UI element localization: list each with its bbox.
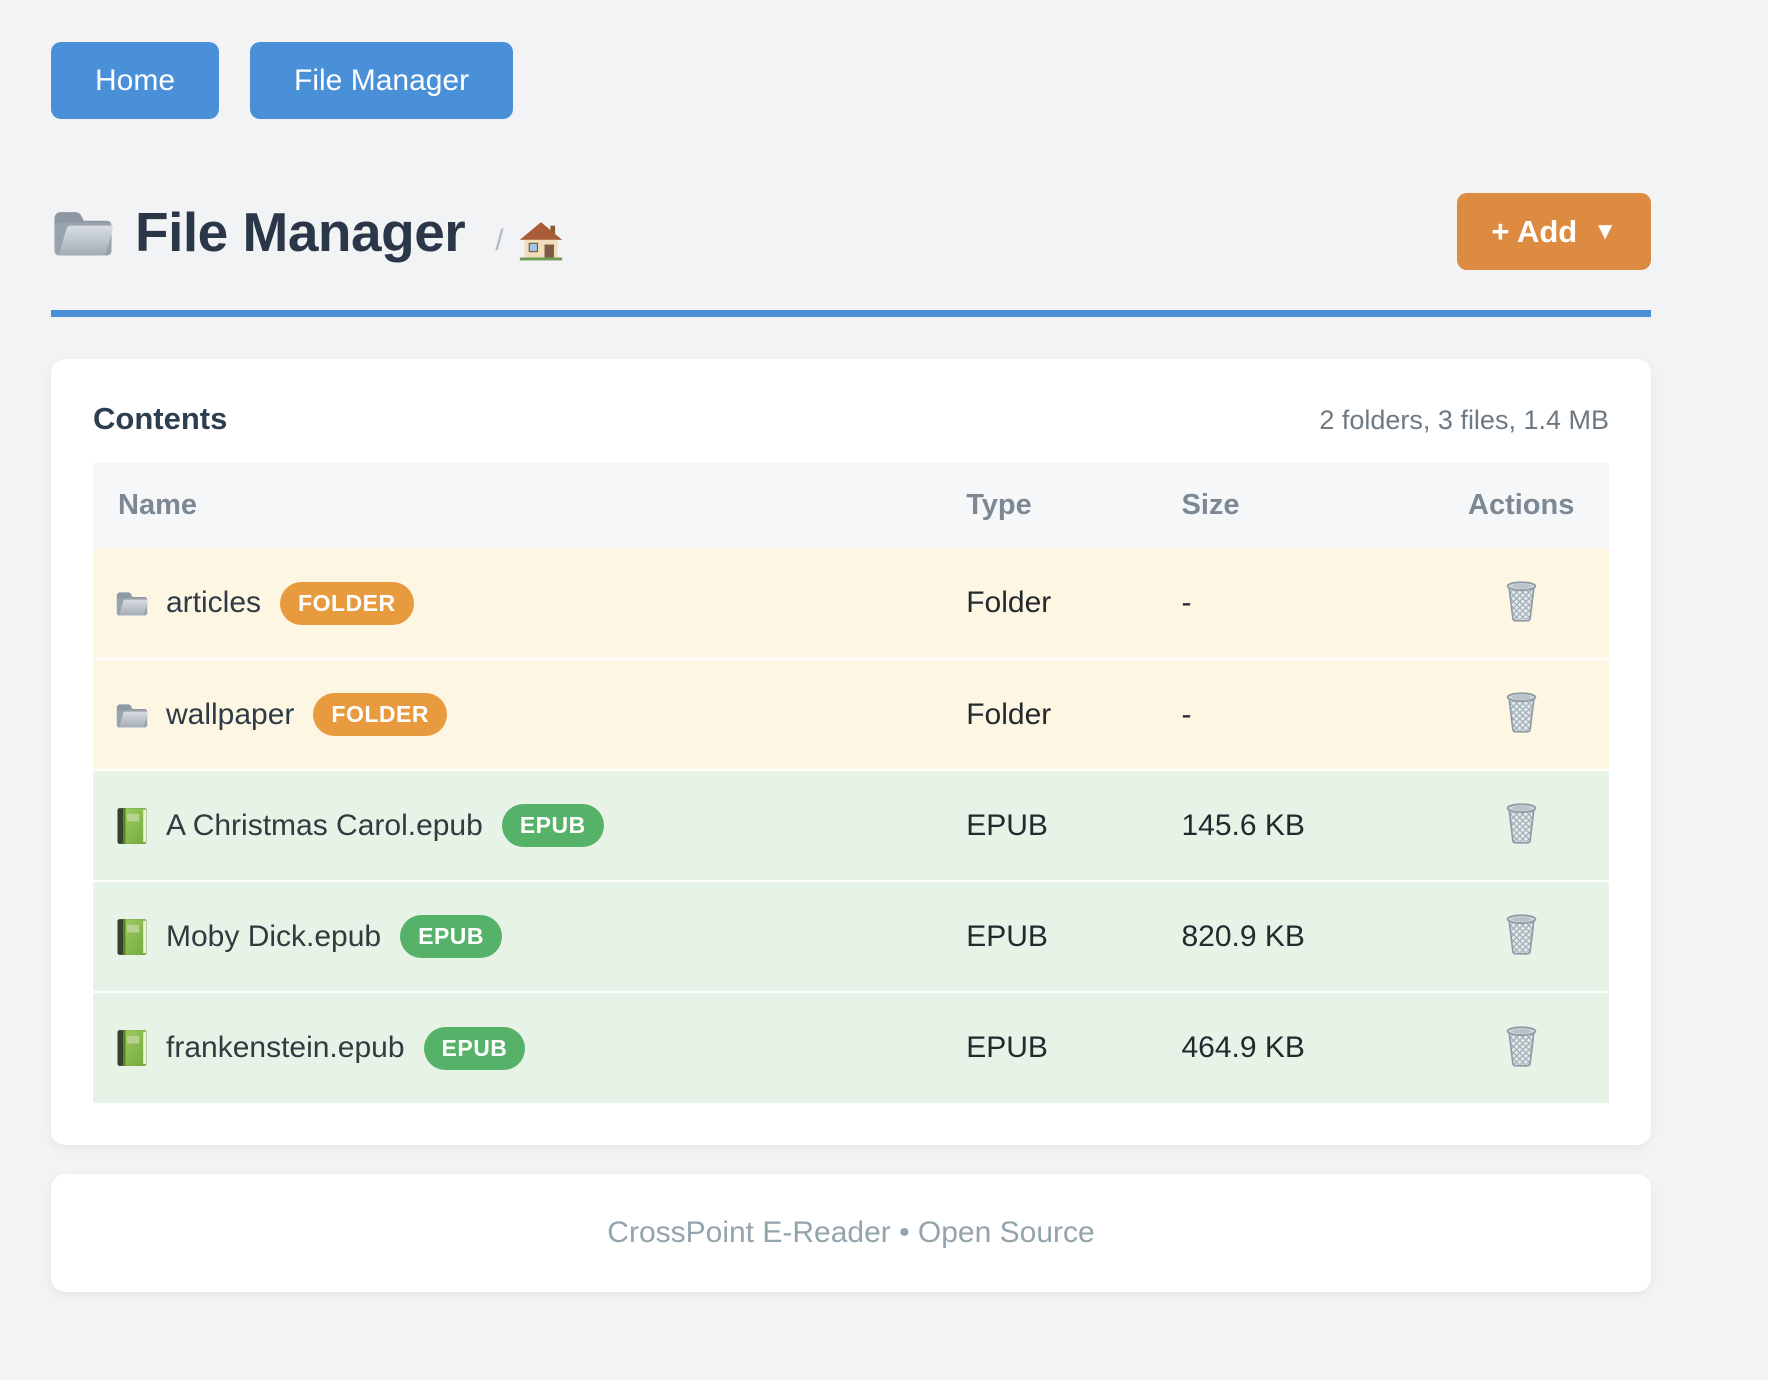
delete-button[interactable] bbox=[1504, 913, 1539, 955]
contents-card-header: Contents 2 folders, 3 files, 1.4 MB bbox=[93, 401, 1609, 437]
size-cell: - bbox=[1181, 658, 1468, 770]
table-row: Moby Dick.epub EPUB EPUB 820.9 KB bbox=[93, 880, 1609, 992]
folder-icon bbox=[54, 211, 113, 255]
table-header-row: Name Type Size Actions bbox=[93, 463, 1609, 548]
column-header-type: Type bbox=[966, 489, 1032, 521]
type-cell: EPUB bbox=[966, 880, 1182, 992]
file-name: A Christmas Carol.epub bbox=[166, 808, 483, 842]
title-group: File Manager / bbox=[51, 200, 563, 264]
size-cell: 820.9 KB bbox=[1181, 880, 1468, 992]
type-cell: EPUB bbox=[966, 991, 1182, 1103]
type-cell: Folder bbox=[966, 658, 1182, 770]
top-nav: Home File Manager bbox=[51, 42, 1651, 119]
delete-button[interactable] bbox=[1504, 691, 1539, 733]
book-icon bbox=[117, 918, 147, 955]
delete-button[interactable] bbox=[1504, 1025, 1539, 1067]
page-title: File Manager bbox=[135, 200, 466, 263]
house-icon[interactable] bbox=[518, 221, 563, 261]
footer-card: CrossPoint E-Reader • Open Source bbox=[51, 1174, 1651, 1292]
header-divider bbox=[51, 310, 1651, 317]
size-cell: 145.6 KB bbox=[1181, 769, 1468, 881]
file-table: Name Type Size Actions articles FOLDER F… bbox=[93, 463, 1609, 1103]
folder-icon bbox=[116, 703, 148, 727]
breadcrumb-separator: / bbox=[495, 223, 504, 257]
book-icon bbox=[117, 1030, 147, 1066]
type-badge: EPUB bbox=[423, 1026, 526, 1070]
trash-icon bbox=[1506, 1025, 1537, 1067]
trash-icon bbox=[1506, 580, 1537, 622]
caret-down-icon: ▼ bbox=[1593, 217, 1617, 245]
add-button-label: + Add bbox=[1491, 213, 1578, 249]
folder-icon bbox=[116, 592, 148, 616]
contents-summary: 2 folders, 3 files, 1.4 MB bbox=[1319, 405, 1609, 435]
type-badge: FOLDER bbox=[313, 693, 447, 736]
type-cell: EPUB bbox=[966, 769, 1182, 881]
size-cell: 464.9 KB bbox=[1181, 991, 1468, 1103]
delete-button[interactable] bbox=[1504, 580, 1539, 622]
page-container: Home File Manager File Manager / + Add ▼… bbox=[51, 0, 1651, 1292]
column-header-actions: Actions bbox=[1468, 489, 1575, 521]
type-cell: Folder bbox=[966, 586, 1052, 619]
file-name-link[interactable]: articles bbox=[166, 586, 262, 619]
table-row: A Christmas Carol.epub EPUB EPUB 145.6 K… bbox=[93, 769, 1609, 881]
column-header-size: Size bbox=[1181, 489, 1240, 521]
book-icon bbox=[117, 807, 147, 844]
file-manager-button[interactable]: File Manager bbox=[250, 42, 514, 119]
breadcrumb: / bbox=[495, 221, 563, 261]
column-header-name: Name bbox=[118, 489, 197, 521]
footer-text: CrossPoint E-Reader • Open Source bbox=[607, 1216, 1095, 1249]
file-name: frankenstein.epub bbox=[166, 1031, 405, 1064]
contents-card: Contents 2 folders, 3 files, 1.4 MB Name… bbox=[51, 359, 1651, 1145]
trash-icon bbox=[1506, 803, 1537, 844]
trash-icon bbox=[1506, 914, 1537, 955]
table-row: frankenstein.epub EPUB EPUB 464.9 KB bbox=[93, 991, 1609, 1103]
home-button[interactable]: Home bbox=[51, 42, 220, 119]
contents-heading: Contents bbox=[93, 401, 228, 436]
add-button[interactable]: + Add ▼ bbox=[1457, 193, 1651, 270]
type-badge: EPUB bbox=[501, 804, 604, 847]
type-badge: FOLDER bbox=[280, 581, 414, 625]
file-name-link[interactable]: wallpaper bbox=[166, 697, 295, 731]
delete-button[interactable] bbox=[1504, 802, 1539, 844]
table-row: articles FOLDER Folder - bbox=[93, 548, 1609, 659]
page-header: File Manager / + Add ▼ bbox=[51, 193, 1651, 270]
type-badge: EPUB bbox=[400, 915, 503, 958]
size-cell: - bbox=[1181, 586, 1192, 619]
trash-icon bbox=[1506, 692, 1537, 733]
table-row: wallpaper FOLDER Folder - bbox=[93, 658, 1609, 770]
file-name: Moby Dick.epub bbox=[166, 919, 382, 953]
